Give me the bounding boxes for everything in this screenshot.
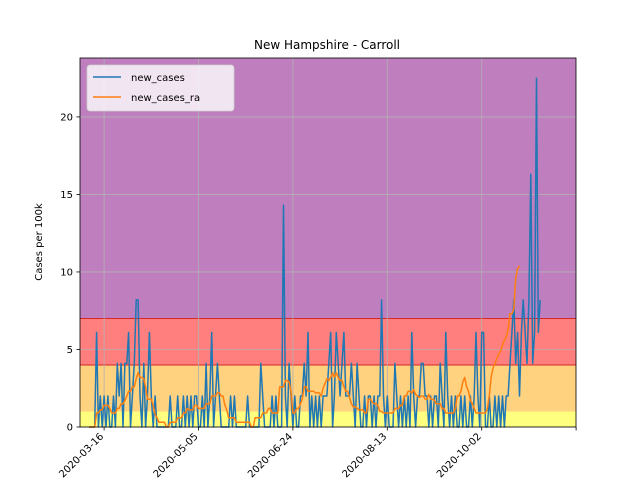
y-tick-label: 10: [60, 267, 73, 278]
x-tick-label: 2020-08-13: [341, 431, 390, 480]
x-tick-label: 2020-03-16: [57, 431, 106, 480]
legend-box: [86, 64, 235, 112]
chart-title: New Hampshire - Carroll: [254, 38, 400, 52]
y-axis-label: Cases per 100k: [34, 203, 45, 281]
y-tick-label: 20: [60, 112, 73, 123]
legend-label: new_cases: [131, 73, 185, 84]
risk-band-2: [80, 318, 576, 365]
y-tick-label: 5: [67, 345, 73, 356]
axes-frame: [79, 57, 577, 428]
series-line-new_cases_ra: [89, 265, 521, 428]
plot-area: 0 5 10 15 20 2020-03-16 2020-05-05 2020-06-24 20…: [57, 57, 577, 480]
y-tick-label: 15: [60, 190, 73, 201]
x-tick-label: 2020-05-05: [152, 431, 201, 480]
x-tick-label: 2020-06-24: [246, 431, 295, 480]
legend-label: new_cases_ra: [131, 93, 200, 104]
x-tick-label: 2020-10-02: [435, 431, 484, 480]
y-tick-label: 0: [67, 423, 73, 434]
